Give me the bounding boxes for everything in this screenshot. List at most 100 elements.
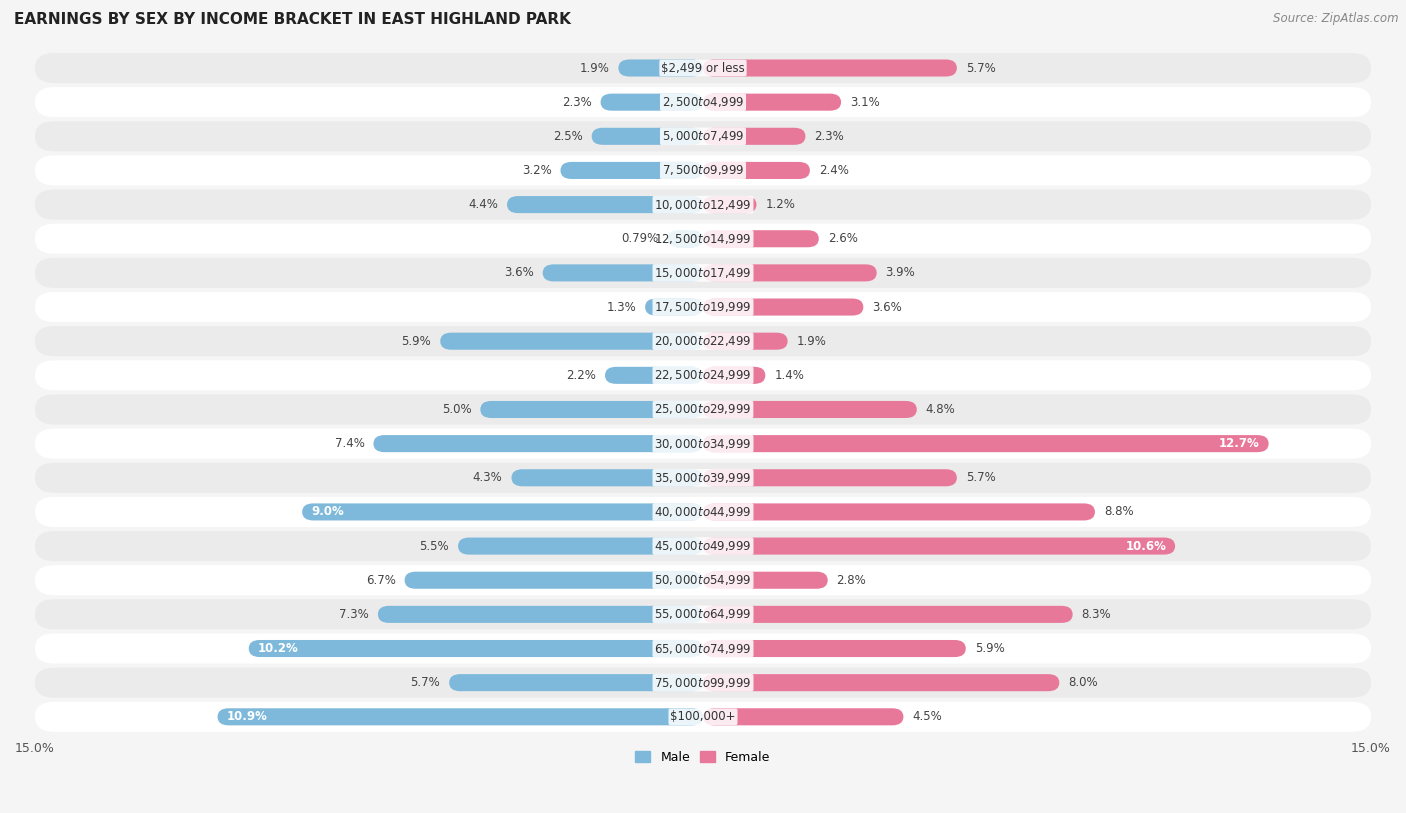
Text: 2.2%: 2.2%: [567, 369, 596, 382]
FancyBboxPatch shape: [703, 264, 877, 281]
Text: 10.2%: 10.2%: [257, 642, 298, 655]
Text: 2.6%: 2.6%: [828, 233, 858, 246]
FancyBboxPatch shape: [703, 401, 917, 418]
FancyBboxPatch shape: [703, 230, 818, 247]
Text: 2.5%: 2.5%: [553, 130, 582, 143]
FancyBboxPatch shape: [378, 606, 703, 623]
Text: $45,000 to $49,999: $45,000 to $49,999: [654, 539, 752, 553]
Legend: Male, Female: Male, Female: [630, 746, 776, 769]
FancyBboxPatch shape: [302, 503, 703, 520]
FancyBboxPatch shape: [440, 333, 703, 350]
FancyBboxPatch shape: [619, 59, 703, 76]
Text: 1.3%: 1.3%: [606, 301, 636, 314]
FancyBboxPatch shape: [703, 674, 1059, 691]
FancyBboxPatch shape: [35, 189, 1371, 220]
FancyBboxPatch shape: [703, 572, 828, 589]
Text: 5.7%: 5.7%: [966, 472, 995, 485]
FancyBboxPatch shape: [703, 59, 957, 76]
FancyBboxPatch shape: [543, 264, 703, 281]
Text: 8.8%: 8.8%: [1104, 506, 1133, 519]
FancyBboxPatch shape: [703, 367, 765, 384]
Text: $30,000 to $34,999: $30,000 to $34,999: [654, 437, 752, 450]
Text: $7,500 to $9,999: $7,500 to $9,999: [662, 163, 744, 177]
Text: 10.9%: 10.9%: [226, 711, 267, 724]
Text: 5.0%: 5.0%: [441, 403, 471, 416]
Text: $50,000 to $54,999: $50,000 to $54,999: [654, 573, 752, 587]
Text: 3.1%: 3.1%: [851, 96, 880, 109]
Text: $5,000 to $7,499: $5,000 to $7,499: [662, 129, 744, 143]
FancyBboxPatch shape: [703, 162, 810, 179]
FancyBboxPatch shape: [218, 708, 703, 725]
Text: $2,500 to $4,999: $2,500 to $4,999: [662, 95, 744, 109]
FancyBboxPatch shape: [35, 360, 1371, 390]
Text: 5.9%: 5.9%: [974, 642, 1004, 655]
Text: 1.9%: 1.9%: [797, 335, 827, 348]
FancyBboxPatch shape: [458, 537, 703, 554]
Text: 4.4%: 4.4%: [468, 198, 498, 211]
FancyBboxPatch shape: [249, 640, 703, 657]
Text: $20,000 to $22,499: $20,000 to $22,499: [654, 334, 752, 348]
FancyBboxPatch shape: [35, 565, 1371, 595]
Text: 5.7%: 5.7%: [411, 676, 440, 689]
Text: 3.6%: 3.6%: [503, 267, 534, 280]
FancyBboxPatch shape: [668, 230, 703, 247]
FancyBboxPatch shape: [508, 196, 703, 213]
FancyBboxPatch shape: [35, 667, 1371, 698]
Text: 3.2%: 3.2%: [522, 164, 551, 177]
FancyBboxPatch shape: [35, 258, 1371, 288]
Text: 2.3%: 2.3%: [562, 96, 592, 109]
FancyBboxPatch shape: [703, 503, 1095, 520]
Text: 2.4%: 2.4%: [818, 164, 849, 177]
Text: 1.9%: 1.9%: [579, 62, 609, 75]
Text: $17,500 to $19,999: $17,500 to $19,999: [654, 300, 752, 314]
Text: $35,000 to $39,999: $35,000 to $39,999: [654, 471, 752, 485]
FancyBboxPatch shape: [35, 702, 1371, 732]
Text: 4.5%: 4.5%: [912, 711, 942, 724]
FancyBboxPatch shape: [405, 572, 703, 589]
Text: Source: ZipAtlas.com: Source: ZipAtlas.com: [1274, 12, 1399, 25]
Text: 7.4%: 7.4%: [335, 437, 364, 450]
Text: $25,000 to $29,999: $25,000 to $29,999: [654, 402, 752, 416]
FancyBboxPatch shape: [703, 93, 841, 111]
FancyBboxPatch shape: [561, 162, 703, 179]
FancyBboxPatch shape: [35, 599, 1371, 629]
FancyBboxPatch shape: [35, 53, 1371, 83]
FancyBboxPatch shape: [703, 469, 957, 486]
Text: EARNINGS BY SEX BY INCOME BRACKET IN EAST HIGHLAND PARK: EARNINGS BY SEX BY INCOME BRACKET IN EAS…: [14, 12, 571, 27]
Text: 4.8%: 4.8%: [925, 403, 956, 416]
FancyBboxPatch shape: [35, 428, 1371, 459]
Text: $12,500 to $14,999: $12,500 to $14,999: [654, 232, 752, 246]
Text: $55,000 to $64,999: $55,000 to $64,999: [654, 607, 752, 621]
Text: 4.3%: 4.3%: [472, 472, 502, 485]
Text: $10,000 to $12,499: $10,000 to $12,499: [654, 198, 752, 211]
FancyBboxPatch shape: [703, 640, 966, 657]
FancyBboxPatch shape: [374, 435, 703, 452]
FancyBboxPatch shape: [35, 531, 1371, 561]
FancyBboxPatch shape: [35, 121, 1371, 151]
Text: 8.3%: 8.3%: [1081, 608, 1111, 621]
FancyBboxPatch shape: [35, 497, 1371, 527]
Text: $2,499 or less: $2,499 or less: [661, 62, 745, 75]
FancyBboxPatch shape: [703, 537, 1175, 554]
FancyBboxPatch shape: [512, 469, 703, 486]
Text: 2.3%: 2.3%: [814, 130, 844, 143]
Text: 0.79%: 0.79%: [621, 233, 659, 246]
Text: 5.5%: 5.5%: [419, 540, 449, 553]
FancyBboxPatch shape: [703, 196, 756, 213]
Text: 3.9%: 3.9%: [886, 267, 915, 280]
FancyBboxPatch shape: [35, 326, 1371, 356]
Text: 6.7%: 6.7%: [366, 574, 395, 587]
Text: $100,000+: $100,000+: [671, 711, 735, 724]
Text: 2.8%: 2.8%: [837, 574, 866, 587]
FancyBboxPatch shape: [449, 674, 703, 691]
FancyBboxPatch shape: [481, 401, 703, 418]
FancyBboxPatch shape: [703, 333, 787, 350]
FancyBboxPatch shape: [592, 128, 703, 145]
FancyBboxPatch shape: [703, 128, 806, 145]
Text: 8.0%: 8.0%: [1069, 676, 1098, 689]
Text: 12.7%: 12.7%: [1219, 437, 1260, 450]
Text: 9.0%: 9.0%: [311, 506, 344, 519]
Text: $75,000 to $99,999: $75,000 to $99,999: [654, 676, 752, 689]
Text: $65,000 to $74,999: $65,000 to $74,999: [654, 641, 752, 655]
FancyBboxPatch shape: [35, 394, 1371, 424]
